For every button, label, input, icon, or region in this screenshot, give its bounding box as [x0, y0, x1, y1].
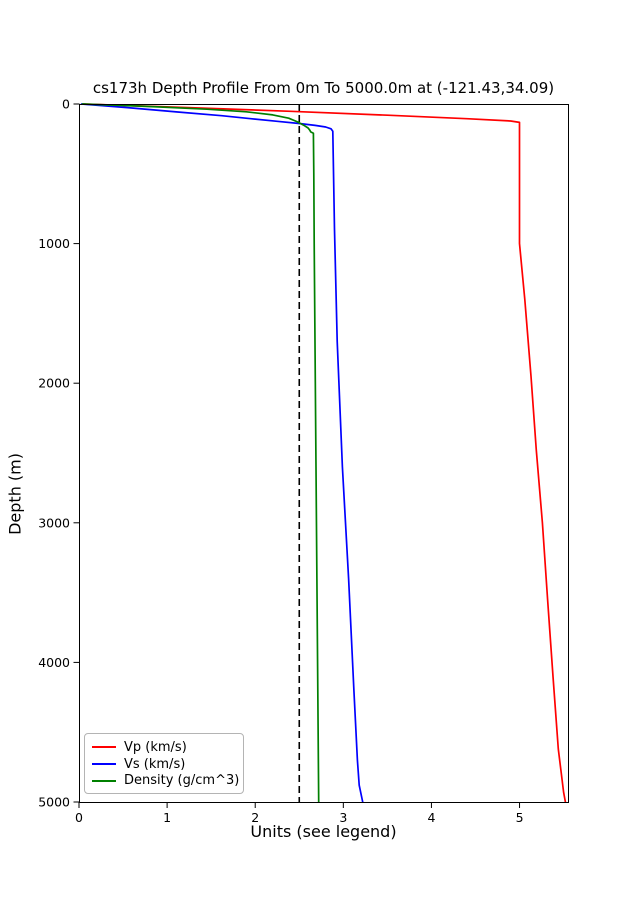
- vp-line-swatch: [92, 746, 116, 749]
- x-tick-label-4: 4: [427, 810, 435, 825]
- legend: Vp (km/s) Vs (km/s) Density (g/cm^3): [84, 733, 244, 794]
- plot-frame: [79, 104, 569, 803]
- legend-item-density: Density (g/cm^3): [92, 772, 239, 789]
- x-tick-label-3: 3: [339, 810, 347, 825]
- series-line-1: [80, 103, 364, 803]
- series-line-0: [82, 103, 567, 803]
- legend-label-density: Density (g/cm^3): [124, 773, 240, 789]
- x-tick-label-2: 2: [251, 810, 259, 825]
- x-tick-label-0: 0: [75, 810, 83, 825]
- x-axis-label: Units (see legend): [250, 822, 397, 841]
- y-tick-label-5: 5000: [38, 795, 70, 810]
- legend-label-vp: Vp (km/s): [124, 739, 187, 755]
- y-tick-label-3: 3000: [38, 515, 70, 530]
- vs-line-swatch: [92, 763, 116, 765]
- legend-item-vp: Vp (km/s): [92, 739, 235, 756]
- x-tick-label-5: 5: [516, 810, 524, 825]
- density-line-swatch: [92, 779, 116, 782]
- legend-item-vs: Vs (km/s): [92, 756, 235, 773]
- y-tick-label-2: 2000: [38, 376, 70, 391]
- legend-label-vs: Vs (km/s): [124, 756, 186, 772]
- y-tick-label-1: 1000: [38, 236, 70, 251]
- series-line-2: [81, 103, 320, 803]
- x-tick-label-1: 1: [163, 810, 171, 825]
- chart-title: cs173h Depth Profile From 0m To 5000.0m …: [92, 79, 555, 97]
- y-tick-label-4: 4000: [38, 655, 70, 670]
- y-tick-label-0: 0: [62, 97, 70, 112]
